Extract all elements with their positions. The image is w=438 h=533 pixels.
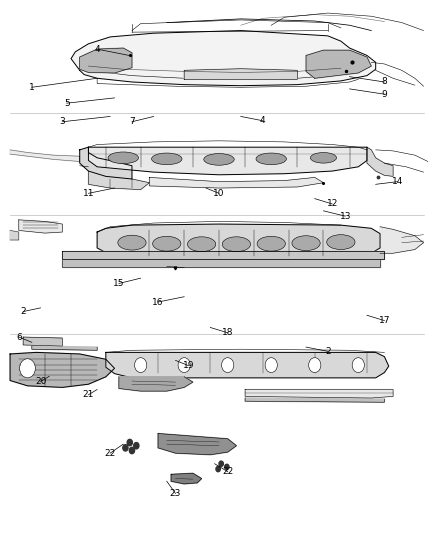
Text: 8: 8 <box>381 77 387 86</box>
Polygon shape <box>80 147 132 179</box>
Polygon shape <box>80 48 132 73</box>
Ellipse shape <box>187 237 216 252</box>
Text: 2: 2 <box>325 347 331 356</box>
Circle shape <box>129 447 134 454</box>
Polygon shape <box>245 390 393 398</box>
Circle shape <box>222 358 234 373</box>
Polygon shape <box>71 30 376 86</box>
Circle shape <box>219 461 223 466</box>
Text: 15: 15 <box>113 279 125 288</box>
Text: 5: 5 <box>64 99 70 108</box>
Ellipse shape <box>222 237 251 252</box>
Polygon shape <box>10 150 80 161</box>
Ellipse shape <box>204 154 234 165</box>
Ellipse shape <box>152 153 182 165</box>
Ellipse shape <box>108 152 138 164</box>
Text: 3: 3 <box>60 117 65 126</box>
Polygon shape <box>171 473 201 484</box>
Polygon shape <box>97 224 380 262</box>
Polygon shape <box>23 337 62 346</box>
Circle shape <box>216 466 220 472</box>
Circle shape <box>225 464 229 470</box>
Polygon shape <box>184 69 297 79</box>
Text: 14: 14 <box>392 177 403 186</box>
Polygon shape <box>119 377 193 391</box>
Text: 16: 16 <box>152 297 164 306</box>
Polygon shape <box>106 352 389 378</box>
Text: 6: 6 <box>16 333 21 342</box>
Text: 9: 9 <box>381 90 387 99</box>
Polygon shape <box>158 433 237 455</box>
Polygon shape <box>245 398 385 402</box>
Text: 1: 1 <box>29 83 35 92</box>
Circle shape <box>309 358 321 373</box>
Text: 22: 22 <box>105 449 116 458</box>
Ellipse shape <box>152 236 181 251</box>
Text: 7: 7 <box>129 117 135 126</box>
Circle shape <box>265 358 277 373</box>
Text: 17: 17 <box>378 316 390 325</box>
Circle shape <box>178 358 190 373</box>
Ellipse shape <box>256 153 286 165</box>
Polygon shape <box>149 177 323 188</box>
Text: 20: 20 <box>35 377 46 386</box>
Text: 23: 23 <box>170 489 181 498</box>
Polygon shape <box>88 171 149 190</box>
Text: 12: 12 <box>326 199 338 208</box>
Circle shape <box>127 439 132 446</box>
Polygon shape <box>62 251 385 259</box>
Circle shape <box>352 358 364 373</box>
Polygon shape <box>62 260 380 266</box>
Text: 11: 11 <box>83 189 94 198</box>
Polygon shape <box>88 147 367 175</box>
Text: 2: 2 <box>20 307 26 316</box>
Polygon shape <box>19 220 62 233</box>
Ellipse shape <box>327 235 355 249</box>
Polygon shape <box>10 352 115 387</box>
Text: 10: 10 <box>213 189 225 198</box>
Polygon shape <box>32 346 97 350</box>
Text: 21: 21 <box>83 390 94 399</box>
Text: 13: 13 <box>339 212 351 221</box>
Polygon shape <box>10 230 19 240</box>
Text: 19: 19 <box>183 361 194 370</box>
Text: 4: 4 <box>94 45 100 54</box>
Circle shape <box>134 358 147 373</box>
Ellipse shape <box>292 236 320 251</box>
Ellipse shape <box>311 152 336 163</box>
Text: 4: 4 <box>260 116 265 125</box>
Polygon shape <box>306 50 371 78</box>
Text: 22: 22 <box>222 467 233 476</box>
Text: 18: 18 <box>222 328 233 337</box>
Circle shape <box>20 359 35 378</box>
Ellipse shape <box>118 235 146 250</box>
Polygon shape <box>367 147 393 176</box>
Ellipse shape <box>257 236 286 251</box>
Circle shape <box>134 442 139 449</box>
Circle shape <box>123 445 128 451</box>
Polygon shape <box>380 227 424 253</box>
